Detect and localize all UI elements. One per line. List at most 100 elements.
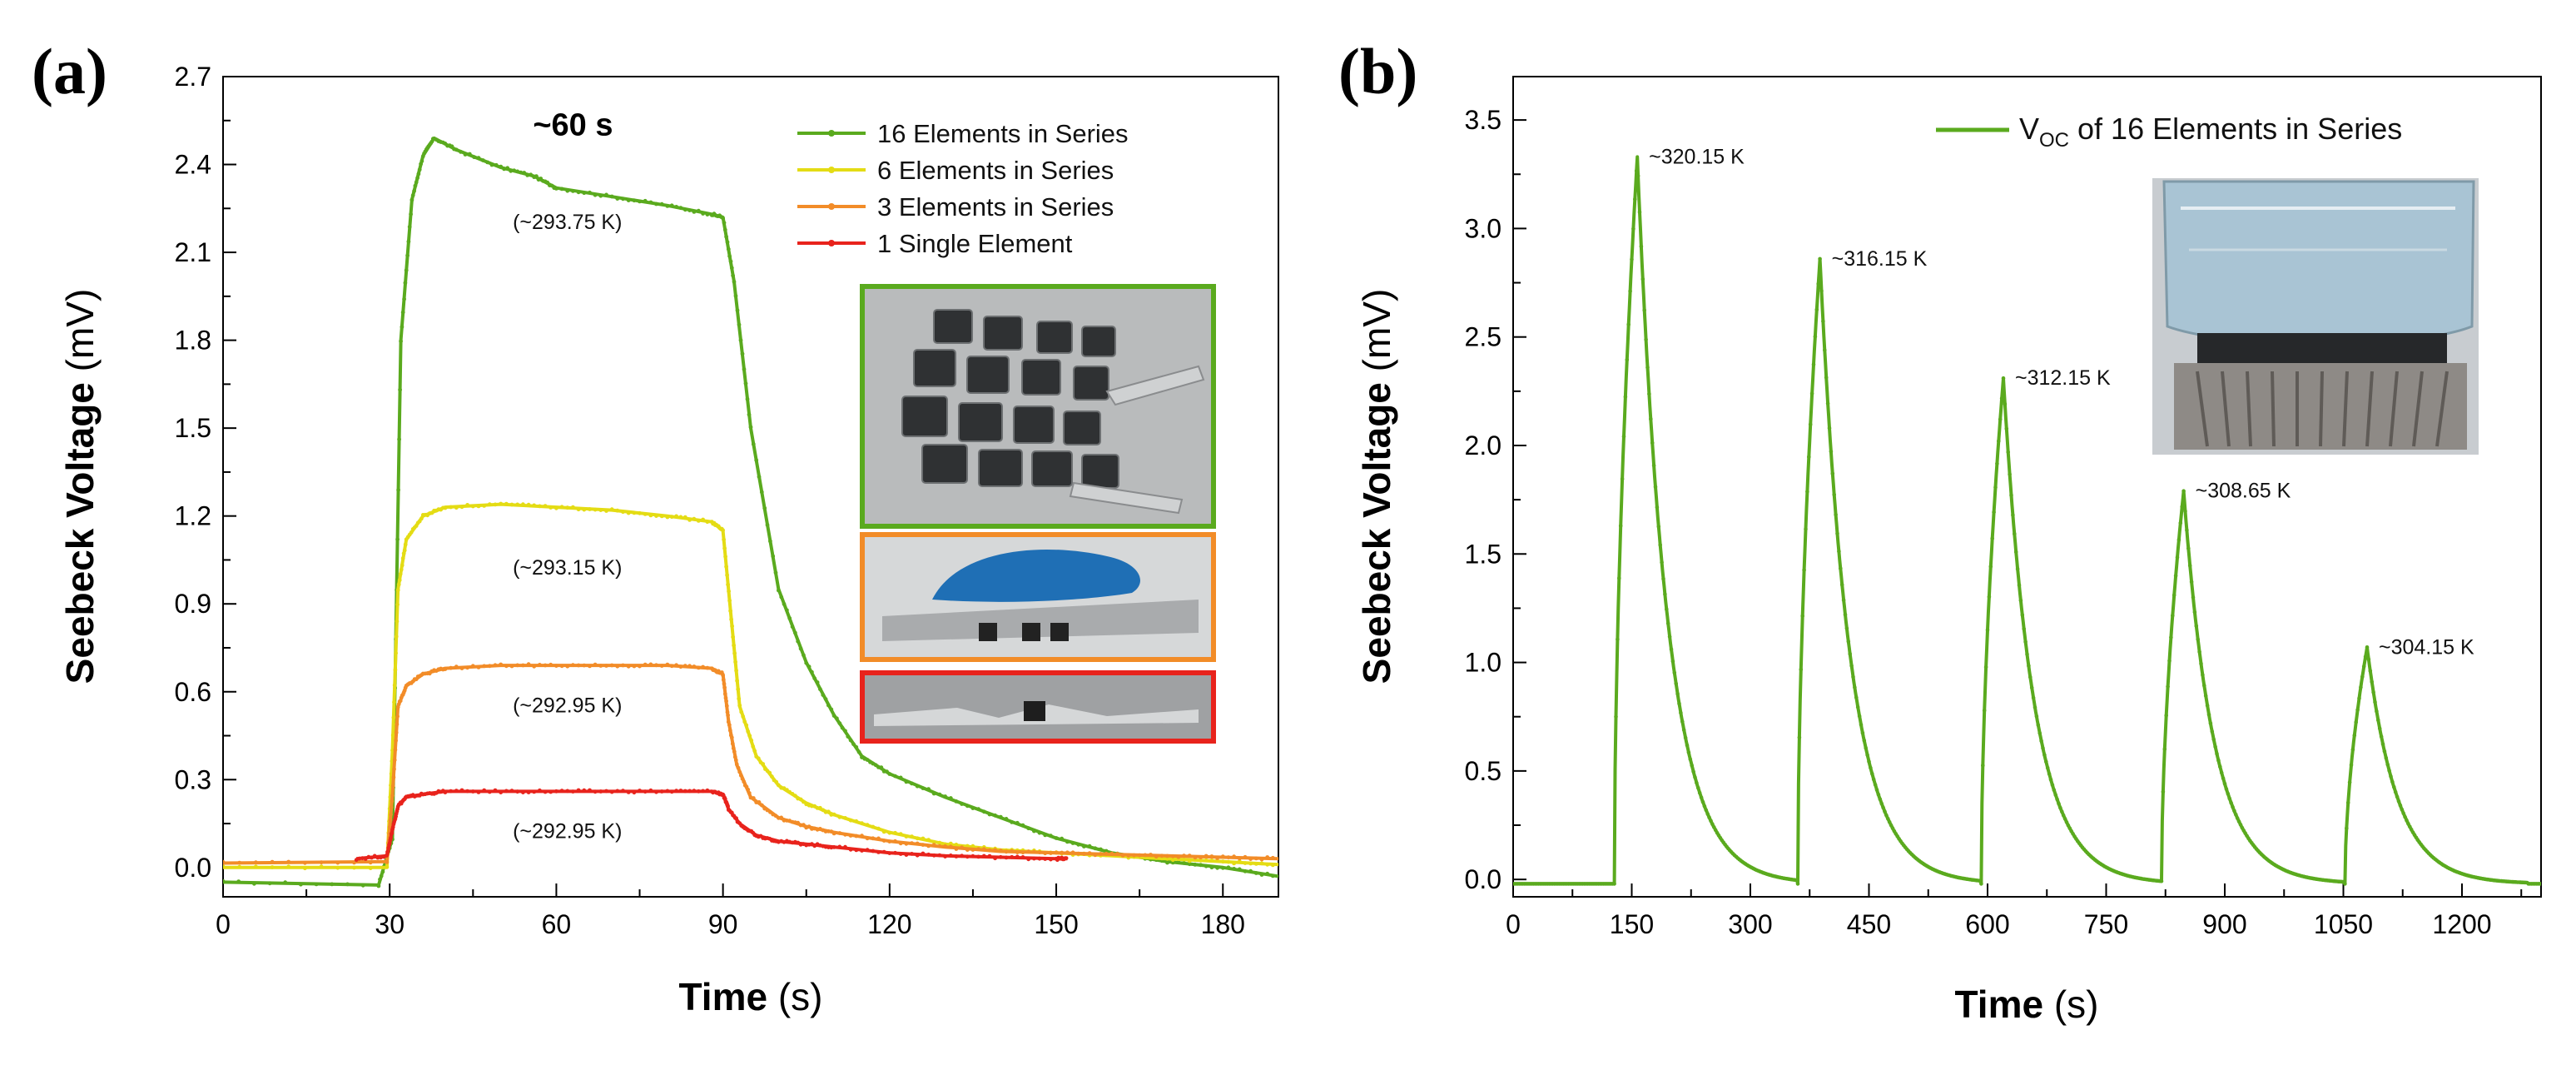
series-point-0 <box>885 769 889 774</box>
series-point-3 <box>943 854 947 858</box>
series-point-voc <box>1690 764 1694 768</box>
series-point-2 <box>721 673 725 678</box>
series-point-0 <box>419 159 424 163</box>
series-point-2 <box>571 663 575 668</box>
series-point-2 <box>398 699 403 704</box>
series-point-1 <box>727 589 731 594</box>
series-point-2 <box>1109 851 1114 856</box>
series-point-voc <box>2349 763 2354 768</box>
series-point-3 <box>493 788 498 793</box>
series-point-voc <box>1887 820 1892 824</box>
y-tick-label: 0.0 <box>1465 864 1501 894</box>
series-point-voc <box>2050 783 2055 787</box>
series-point-voc <box>2161 789 2166 794</box>
series-point-0 <box>669 203 674 208</box>
series-point-voc <box>2194 624 2199 629</box>
series-point-1 <box>401 551 406 555</box>
series-point-voc <box>1871 777 1876 782</box>
series-point-0 <box>738 338 743 342</box>
series-point-voc <box>2042 753 2047 758</box>
series-point-2 <box>1026 849 1031 854</box>
series-point-voc <box>1988 565 1993 569</box>
series-point-voc <box>2218 764 2222 769</box>
series-point-1 <box>733 659 737 664</box>
series-point-3 <box>887 851 892 855</box>
series-point-2 <box>871 836 876 841</box>
series-point-3 <box>648 788 653 793</box>
series-point-voc <box>2033 705 2037 709</box>
annotation-label: (~293.75 K) <box>513 211 622 234</box>
series-point-voc <box>2013 550 2018 555</box>
series-point-voc <box>2350 747 2355 752</box>
panel-b-ticks: 0 150 300 450 600 750 900 1050 1200 0.0 0.5 1.0 1.5 2… <box>1465 105 2523 939</box>
series-point-0 <box>1082 844 1086 849</box>
series-point-2 <box>588 664 592 669</box>
series-point-1 <box>818 805 822 810</box>
series-point-voc <box>1990 536 1994 540</box>
series-point-voc <box>2406 821 2410 826</box>
series-point-1 <box>621 510 625 515</box>
series-point-voc <box>1679 710 1683 715</box>
series-point-voc <box>2365 645 2370 649</box>
series-point-voc <box>1681 728 1686 732</box>
series-point-voc <box>2062 817 2067 821</box>
series-point-voc <box>1807 455 1811 460</box>
series-point-2 <box>394 739 398 743</box>
series-point-2 <box>674 663 678 668</box>
series-point-2 <box>725 709 730 714</box>
series-point-1 <box>515 502 520 507</box>
series-point-2 <box>937 844 942 849</box>
series-point-voc <box>1873 783 1878 787</box>
series-point-0 <box>480 158 485 162</box>
series-point-3 <box>504 789 509 794</box>
series-point-0 <box>856 749 861 754</box>
series-point-3 <box>669 789 674 794</box>
series-point-3 <box>615 789 620 794</box>
series-point-voc <box>2171 613 2175 618</box>
series-point-1 <box>674 514 678 519</box>
series-point-2 <box>223 859 226 864</box>
series-point-1 <box>390 733 395 738</box>
series-point-1 <box>504 501 509 506</box>
series-point-voc <box>1697 790 1702 795</box>
series-point-0 <box>489 162 494 167</box>
series-point-2 <box>669 664 674 669</box>
series-point-0 <box>993 813 997 818</box>
series-point-voc <box>1824 376 1829 380</box>
panel-a-inset-photo-1-element <box>860 670 1216 744</box>
series-point-3 <box>687 789 692 794</box>
series-point-0 <box>360 883 365 888</box>
series-point-1 <box>739 709 744 714</box>
series-point-0 <box>840 725 845 730</box>
series-point-1 <box>394 651 398 655</box>
series-point-voc <box>1616 637 1620 641</box>
series-point-1 <box>970 844 975 849</box>
series-point-voc <box>1997 439 2001 443</box>
series-point-2 <box>1043 851 1048 856</box>
series-point-1 <box>737 696 742 701</box>
series-point-1 <box>735 679 739 683</box>
series-point-3 <box>796 840 801 845</box>
series-point-2 <box>1209 854 1214 858</box>
series-point-voc <box>2360 674 2365 679</box>
series-point-1 <box>400 563 405 568</box>
series-point-0 <box>762 505 767 510</box>
series-point-voc <box>2164 713 2168 718</box>
series-point-0 <box>416 172 421 177</box>
series-point-voc <box>2001 376 2006 381</box>
series-point-1 <box>669 515 674 520</box>
series-point-2 <box>948 844 953 849</box>
series-point-voc <box>1982 708 1987 713</box>
series-point-2 <box>395 722 400 727</box>
series-point-voc <box>2389 774 2393 779</box>
series-point-0 <box>960 802 964 806</box>
series-point-2 <box>1020 850 1025 855</box>
series-point-2 <box>779 815 784 820</box>
series-point-0 <box>330 882 335 887</box>
series-point-3 <box>482 788 487 793</box>
series-point-1 <box>254 864 258 869</box>
series-point-1 <box>303 866 307 871</box>
series-point-2 <box>237 860 242 865</box>
annotation-label: (~292.95 K) <box>513 820 622 844</box>
series-point-voc <box>2221 776 2226 781</box>
